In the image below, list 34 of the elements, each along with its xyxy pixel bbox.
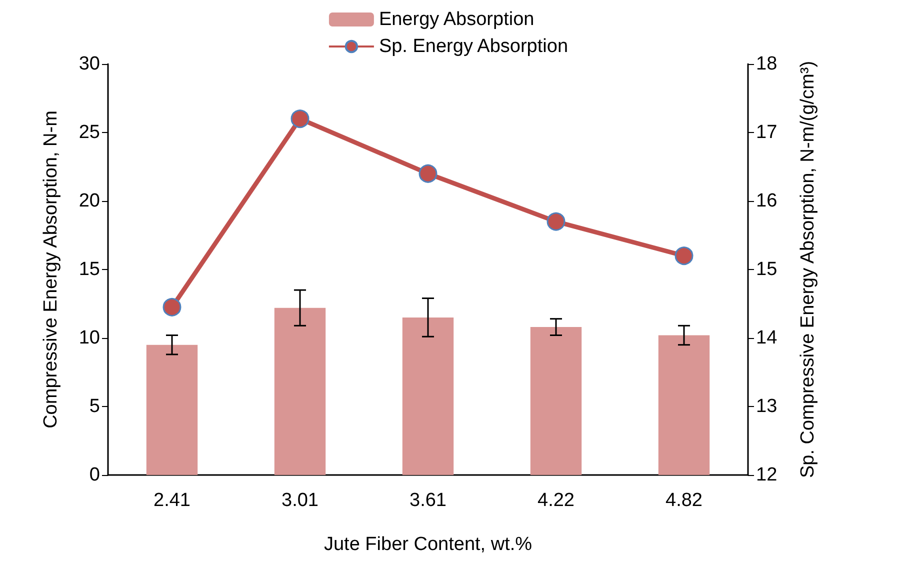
y2-tick-label: 16 [756,190,778,212]
point [674,246,694,266]
legend-label: Energy Absorption [378,9,534,30]
y-tick-label: 5 [89,396,100,417]
legend-label: Sp. Energy Absorption [378,36,568,57]
bar [402,317,454,475]
x-tick-label: 4.22 [538,490,574,511]
bar [146,344,198,475]
y2-tick-label: 17 [756,122,778,143]
point [290,110,310,128]
y-tick-label: 0 [89,464,100,486]
bar [658,335,710,475]
y-tick-label: 30 [78,54,100,74]
y2-tick-label: 15 [756,259,778,280]
x-tick-label: 3.01 [282,490,318,511]
y-tick-label: 10 [78,328,100,348]
bar [530,327,582,475]
x-tick-label: 3.61 [410,490,446,511]
y2-tick-label: 14 [756,328,778,348]
y-tick-label: 25 [78,122,100,143]
x-axis-title: Jute Fiber Content, wt.% [324,534,532,555]
y-tick-label: 15 [78,259,100,280]
y2-tick-label: 18 [756,54,778,74]
x-tick-label: 2.41 [154,490,190,511]
point [162,298,182,316]
x-tick-label: 4.82 [666,490,702,511]
y-axis-title: Compressive Energy Absorption, N-m [40,110,62,428]
y2-tick-label: 12 [756,464,778,486]
point [546,212,566,231]
y2-tick-label: 13 [756,396,778,417]
y2-axis-title: Sp. Compressive Energy Absorption, N-m/(g/cm³) [798,60,818,478]
y-tick-label: 20 [78,190,100,212]
point [418,164,438,183]
bar [274,308,326,475]
